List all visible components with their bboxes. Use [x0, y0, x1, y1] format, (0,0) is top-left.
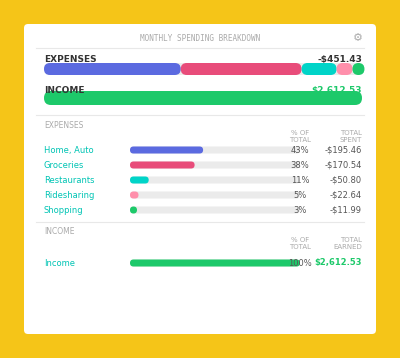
Text: Ridesharing: Ridesharing: [44, 190, 94, 199]
Text: % OF
TOTAL: % OF TOTAL: [289, 237, 311, 250]
FancyBboxPatch shape: [130, 207, 137, 213]
FancyBboxPatch shape: [336, 63, 352, 75]
Text: TOTAL
SPENT: TOTAL SPENT: [340, 130, 362, 143]
Text: Restaurants: Restaurants: [44, 175, 94, 184]
Text: Groceries: Groceries: [44, 160, 84, 169]
Text: Income: Income: [44, 258, 75, 267]
FancyBboxPatch shape: [130, 207, 300, 213]
Text: -$50.80: -$50.80: [330, 175, 362, 184]
Text: 3%: 3%: [293, 205, 307, 214]
Text: -$11.99: -$11.99: [330, 205, 362, 214]
FancyBboxPatch shape: [24, 24, 376, 334]
Text: 43%: 43%: [291, 145, 309, 155]
Text: -$451.43: -$451.43: [317, 54, 362, 63]
FancyBboxPatch shape: [44, 91, 362, 105]
FancyBboxPatch shape: [130, 260, 300, 266]
FancyBboxPatch shape: [130, 176, 149, 184]
Text: 5%: 5%: [293, 190, 307, 199]
Text: Shopping: Shopping: [44, 205, 84, 214]
Text: $2,612.53: $2,612.53: [314, 258, 362, 267]
Text: 100%: 100%: [288, 258, 312, 267]
Text: -$22.64: -$22.64: [330, 190, 362, 199]
FancyBboxPatch shape: [130, 161, 194, 169]
FancyBboxPatch shape: [181, 63, 302, 75]
FancyBboxPatch shape: [130, 260, 300, 266]
FancyBboxPatch shape: [44, 63, 362, 75]
Text: TOTAL
EARNED: TOTAL EARNED: [333, 237, 362, 250]
FancyBboxPatch shape: [130, 146, 300, 154]
FancyBboxPatch shape: [130, 161, 300, 169]
Text: $2,612.53: $2,612.53: [312, 86, 362, 95]
FancyBboxPatch shape: [130, 146, 203, 154]
Text: INCOME: INCOME: [44, 86, 84, 95]
FancyBboxPatch shape: [130, 192, 138, 198]
Text: MONTHLY SPENDING BREAKDOWN: MONTHLY SPENDING BREAKDOWN: [140, 34, 260, 43]
Text: % OF
TOTAL: % OF TOTAL: [289, 130, 311, 143]
Text: 38%: 38%: [291, 160, 309, 169]
Text: -$170.54: -$170.54: [325, 160, 362, 169]
Text: Home, Auto: Home, Auto: [44, 145, 94, 155]
FancyBboxPatch shape: [352, 63, 364, 75]
Text: ⚙: ⚙: [353, 33, 363, 43]
Text: INCOME: INCOME: [44, 227, 74, 237]
FancyBboxPatch shape: [130, 176, 300, 184]
FancyBboxPatch shape: [302, 63, 336, 75]
Text: 11%: 11%: [291, 175, 309, 184]
FancyBboxPatch shape: [44, 63, 181, 75]
Text: -$195.46: -$195.46: [325, 145, 362, 155]
FancyBboxPatch shape: [44, 91, 362, 105]
Text: EXPENSES: EXPENSES: [44, 121, 83, 130]
Text: EXPENSES: EXPENSES: [44, 54, 97, 63]
FancyBboxPatch shape: [130, 192, 300, 198]
